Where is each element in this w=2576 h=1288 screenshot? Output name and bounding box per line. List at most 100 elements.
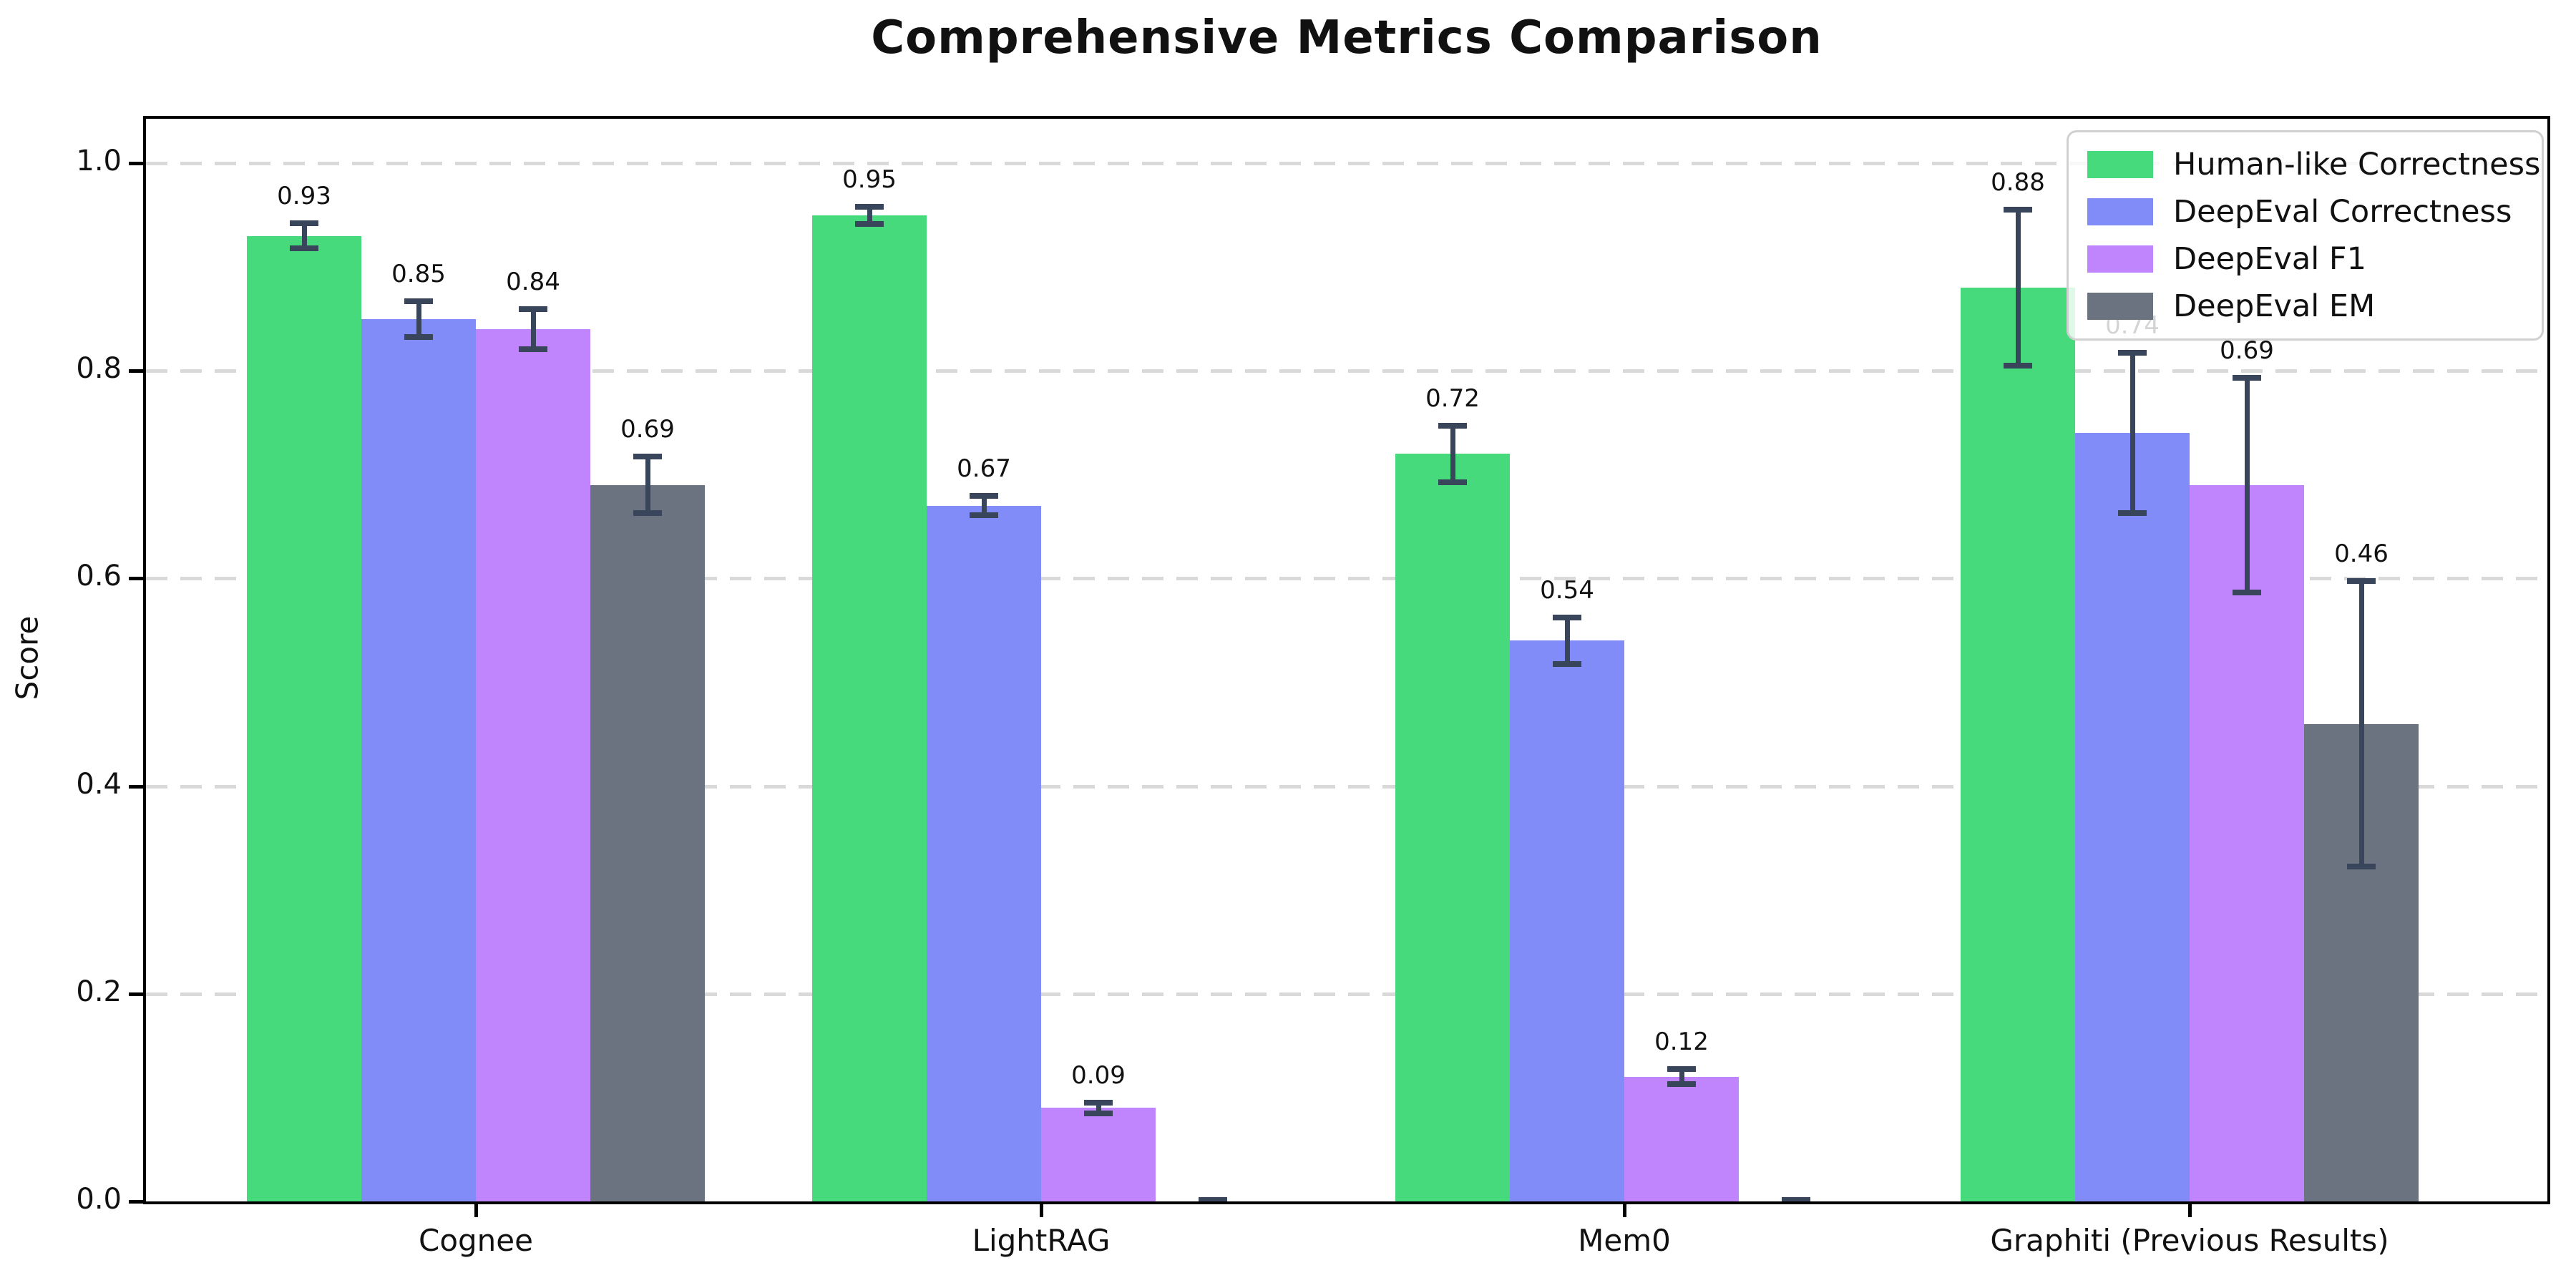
error-bar-line	[1564, 615, 1570, 667]
x-axis-tick-label: LightRAG	[972, 1223, 1111, 1258]
bar-2-4	[2075, 433, 2190, 1201]
y-axis-label: Score	[9, 615, 45, 701]
error-bar-line	[1096, 1099, 1101, 1116]
grid-line	[146, 577, 2547, 581]
error-bar	[2004, 206, 2032, 369]
legend-label: DeepEval F1	[2173, 241, 2366, 277]
error-bar-cap-bottom	[2118, 510, 2147, 517]
error-bar-cap-top	[855, 203, 884, 210]
error-bar-cap-bottom	[519, 346, 547, 353]
bar-1-2	[812, 215, 927, 1201]
legend: Human-like Correctness DeepEval Correctne…	[2067, 130, 2544, 341]
error-bar-cap-top	[290, 220, 318, 226]
error-bar-line	[530, 306, 536, 353]
y-axis-tick-label: 0.6	[76, 560, 122, 593]
value-label: 0.69	[620, 415, 675, 444]
x-axis-tick-label: Cognee	[419, 1223, 533, 1258]
value-label: 0.88	[1991, 167, 2045, 197]
value-label: 0.09	[1071, 1060, 1126, 1090]
legend-item: DeepEval Correctness	[2087, 194, 2523, 230]
value-label: 0.72	[1425, 384, 1480, 413]
error-bar	[2233, 375, 2261, 595]
error-bar-cap-bottom	[855, 220, 884, 227]
bar-3-2	[1041, 1108, 1156, 1201]
error-bar-cap-top	[1782, 1197, 1810, 1201]
value-label: 0.69	[2220, 336, 2274, 365]
value-label: 0.93	[277, 181, 331, 210]
error-bar	[1438, 422, 1467, 485]
error-bar-cap-top	[404, 298, 433, 304]
y-axis-tick-label: 0.2	[76, 975, 122, 1008]
error-bar-line	[2358, 578, 2364, 869]
error-bar-line	[1450, 422, 1455, 485]
y-axis-tick	[129, 577, 143, 581]
legend-item: DeepEval EM	[2087, 288, 2523, 324]
y-axis-tick	[129, 1200, 143, 1204]
error-bar-cap-bottom	[970, 512, 998, 519]
chart-title: Comprehensive Metrics Comparison	[871, 11, 1823, 64]
error-bar	[2347, 578, 2376, 869]
y-axis-tick	[129, 162, 143, 165]
legend-item: Human-like Correctness	[2087, 147, 2540, 182]
error-bar-line	[301, 220, 307, 252]
y-axis-tick	[129, 369, 143, 374]
error-bar-cap-top	[1084, 1099, 1113, 1106]
x-axis-tick	[474, 1204, 478, 1217]
error-bar-line	[981, 493, 987, 519]
legend-label: Human-like Correctness	[2173, 147, 2541, 182]
error-bar	[855, 203, 884, 227]
error-bar-cap-top	[633, 454, 662, 460]
grid-line	[146, 992, 2547, 996]
x-axis-tick-label: Mem0	[1578, 1223, 1671, 1258]
error-bar-cap-bottom	[633, 510, 662, 517]
plot-inner: 0.930.950.720.880.850.670.540.740.840.09…	[146, 119, 2547, 1201]
error-bar-cap-bottom	[1199, 1199, 1227, 1201]
legend-swatch	[2087, 245, 2153, 273]
error-bar	[1084, 1099, 1113, 1116]
error-bar	[970, 493, 998, 519]
bar-1-1	[247, 235, 361, 1201]
error-bar-cap-bottom	[2004, 363, 2032, 369]
error-bar	[2118, 350, 2147, 517]
error-bar-cap-top	[519, 306, 547, 313]
y-axis-tick-label: 0.0	[76, 1183, 122, 1216]
bar-3-4	[2190, 484, 2304, 1201]
error-bar-cap-top	[1199, 1197, 1227, 1201]
value-label: 0.54	[1540, 576, 1594, 605]
error-bar-cap-bottom	[1667, 1081, 1696, 1088]
error-bar-cap-top	[2118, 350, 2147, 356]
error-bar-cap-top	[1667, 1066, 1696, 1073]
error-bar-cap-top	[970, 493, 998, 499]
error-bar-cap-bottom	[404, 333, 433, 340]
value-label: 0.85	[391, 259, 446, 288]
error-bar-cap-bottom	[1438, 479, 1467, 485]
legend-label: DeepEval Correctness	[2173, 194, 2512, 230]
error-bar-line	[2129, 350, 2135, 517]
x-axis-tick-label: Graphiti (Previous Results)	[1990, 1223, 2389, 1258]
legend-swatch	[2087, 151, 2153, 178]
x-axis-tick	[1623, 1204, 1626, 1217]
value-label: 0.84	[506, 268, 560, 297]
error-bar-line	[416, 298, 421, 340]
legend-swatch	[2087, 293, 2153, 320]
error-bar-line	[2015, 206, 2021, 369]
error-bar	[1667, 1066, 1696, 1088]
error-bar-cap-top	[2004, 206, 2032, 213]
error-bar	[519, 306, 547, 353]
error-bar-cap-bottom	[2233, 589, 2261, 595]
x-axis-tick	[2188, 1204, 2192, 1217]
bar-3-3	[1624, 1076, 1739, 1201]
legend-item: DeepEval F1	[2087, 241, 2523, 277]
value-label: 0.67	[957, 454, 1011, 484]
error-bar	[633, 454, 662, 517]
error-bar-line	[1679, 1066, 1684, 1088]
bar-2-2	[927, 505, 1041, 1201]
error-bar-cap-bottom	[2347, 863, 2376, 869]
grid-line	[146, 162, 2547, 165]
error-bar	[404, 298, 433, 340]
bar-2-1	[361, 318, 476, 1201]
y-axis-tick	[129, 784, 143, 789]
y-axis-tick	[129, 992, 143, 996]
error-bar	[1199, 1197, 1227, 1201]
